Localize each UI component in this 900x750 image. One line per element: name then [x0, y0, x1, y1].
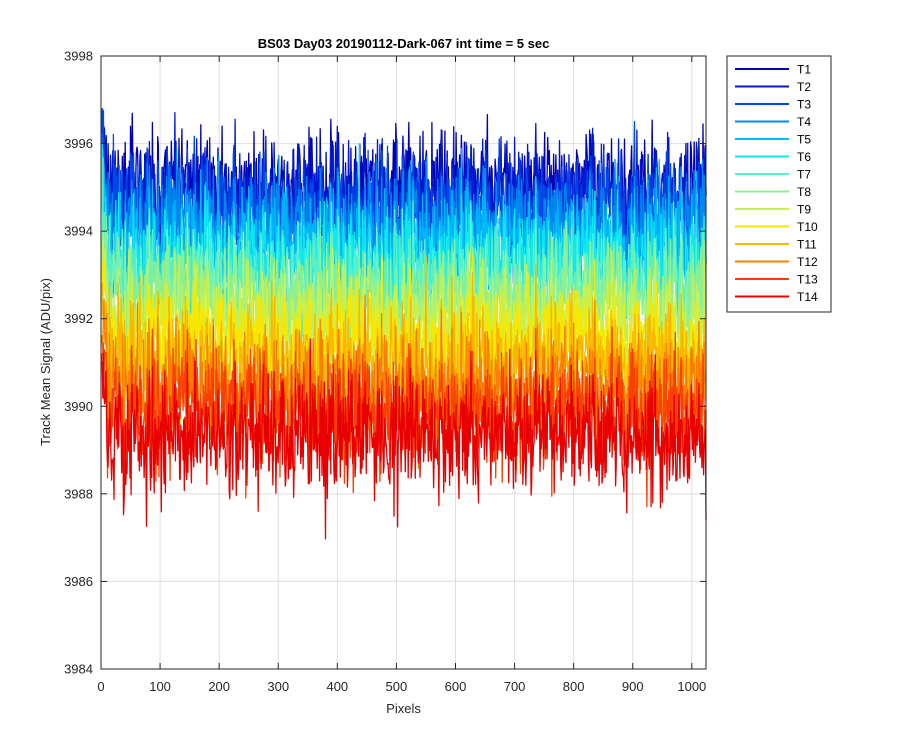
x-tick-label: 900: [622, 679, 644, 694]
legend-label: T10: [797, 220, 818, 234]
legend-label: T2: [797, 80, 811, 94]
legend-box: [726, 55, 832, 313]
y-tick-label: 3986: [64, 574, 93, 589]
x-tick-label: 700: [504, 679, 526, 694]
legend-label: T3: [797, 98, 811, 112]
legend-label: T11: [797, 238, 817, 252]
axis-ticks: 0 100 200 300 400 500 600 700 800 900 1000 3984 3986…: [64, 49, 706, 695]
legend-label: T14: [797, 290, 818, 304]
y-tick-label: 3998: [64, 49, 93, 64]
legend-label: T8: [797, 185, 811, 199]
x-axis-label: Pixels: [386, 701, 421, 716]
y-tick-label: 3994: [64, 224, 93, 239]
legend-label: T7: [797, 168, 811, 182]
legend-label: T6: [797, 150, 811, 164]
y-tick-label: 3992: [64, 311, 93, 326]
legend-label: T5: [797, 133, 811, 147]
x-tick-label: 400: [326, 679, 348, 694]
x-tick-label: 500: [386, 679, 408, 694]
x-tick-label: 1000: [677, 679, 706, 694]
y-axis-label: Track Mean Signal (ADU/pix): [38, 278, 53, 446]
x-tick-label: 100: [149, 679, 171, 694]
chart-title: BS03 Day03 20190112-Dark-067 int time = …: [258, 36, 550, 51]
legend-label: T1: [797, 63, 811, 77]
x-tick-label: 0: [97, 679, 104, 694]
x-tick-label: 300: [267, 679, 289, 694]
x-tick-label: 800: [563, 679, 585, 694]
y-tick-label: 3984: [64, 662, 93, 677]
legend-label: T9: [797, 203, 811, 217]
y-tick-label: 3996: [64, 136, 93, 151]
y-tick-label: 3990: [64, 399, 93, 414]
legend[interactable]: T1 T2 T3 T4 T5 T6 T7 T8 T9 T10 T11 T12 T13 T14: [726, 55, 832, 313]
series-group: [100, 107, 707, 540]
legend-label: T13: [797, 273, 818, 287]
legend-label: T4: [797, 115, 811, 129]
x-tick-label: 200: [208, 679, 230, 694]
series-line-t14: [101, 338, 707, 540]
plot-frame: [100, 55, 707, 670]
y-tick-label: 3988: [64, 486, 93, 501]
series-line-t12: [100, 294, 707, 472]
x-tick-label: 600: [445, 679, 467, 694]
legend-label: T12: [797, 255, 818, 269]
